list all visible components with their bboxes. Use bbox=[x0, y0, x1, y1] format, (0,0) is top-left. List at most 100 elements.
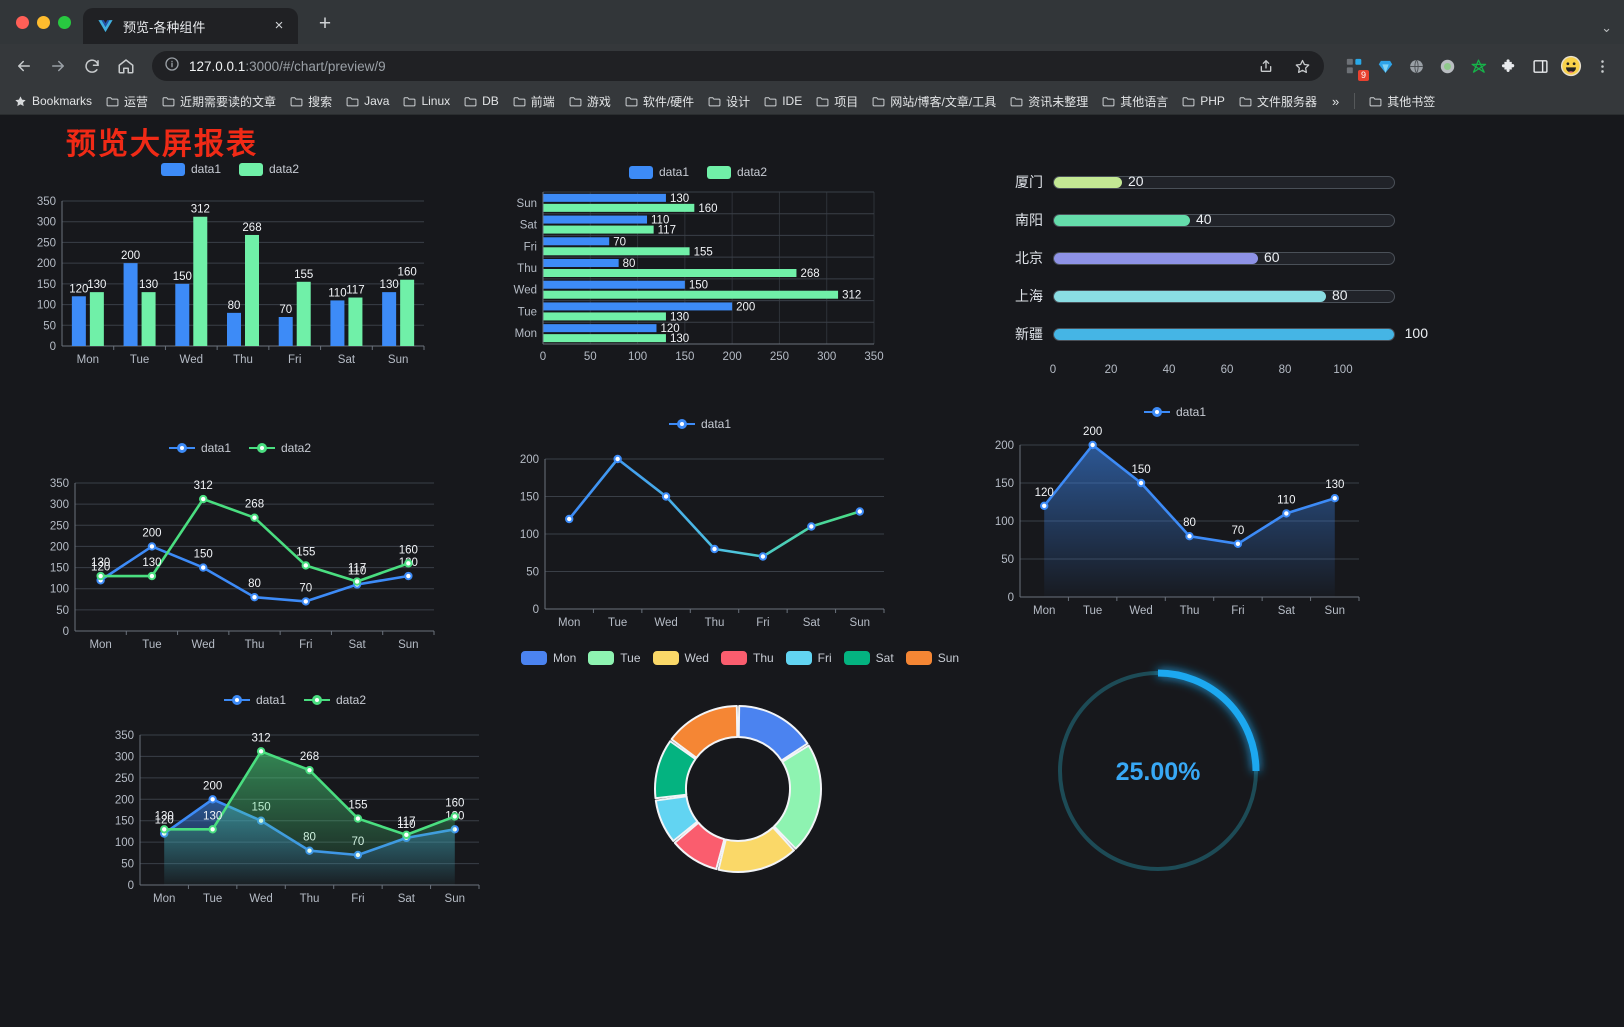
legend-item-data2[interactable]: data2 bbox=[249, 441, 311, 455]
bookmarks-overflow-button[interactable]: » bbox=[1331, 93, 1340, 109]
circle-icon[interactable] bbox=[1433, 52, 1461, 80]
progress-axis: 0 20 40 60 80 100 bbox=[1050, 364, 1353, 376]
legend-item-data1[interactable]: data1 bbox=[160, 162, 221, 176]
kebab-menu-icon[interactable] bbox=[1588, 52, 1616, 80]
svg-text:350: 350 bbox=[50, 478, 69, 490]
area-dual-plot: 0 50 100 150 200 250 300 350 Mon Tue Wed Thu Fri Sat S… bbox=[115, 730, 480, 905]
bookmark-folder[interactable]: 近期需要读的文章 bbox=[156, 91, 282, 112]
svg-text:80: 80 bbox=[228, 300, 241, 312]
bookmark-folder[interactable]: 文件服务器 bbox=[1233, 91, 1323, 112]
legend-item-mon[interactable]: Mon bbox=[520, 651, 576, 665]
bookmark-folder[interactable]: 资讯未整理 bbox=[1004, 91, 1094, 112]
bookmark-label: DB bbox=[482, 94, 499, 108]
bookmark-folder[interactable]: Java bbox=[340, 92, 395, 110]
browser-tab[interactable]: 预览-各种组件 × bbox=[83, 8, 298, 44]
legend-item-sun[interactable]: Sun bbox=[905, 651, 959, 665]
sidepanel-icon[interactable] bbox=[1526, 52, 1554, 80]
page-title: 预览大屏报表 bbox=[66, 128, 258, 161]
home-icon[interactable] bbox=[110, 50, 142, 82]
bookmark-folder[interactable]: DB bbox=[458, 92, 505, 110]
globe-icon[interactable] bbox=[1402, 52, 1430, 80]
svg-text:Wed: Wed bbox=[180, 354, 203, 366]
info-circle-icon[interactable] bbox=[164, 56, 180, 77]
legend-line-dual: data1 data2 bbox=[30, 435, 450, 461]
legend-item-data1[interactable]: data1 bbox=[1143, 405, 1206, 419]
svg-text:Thu: Thu bbox=[705, 617, 725, 629]
close-window-button[interactable] bbox=[16, 15, 29, 29]
bookmark-folder[interactable]: 其他语言 bbox=[1096, 91, 1174, 112]
new-tab-button[interactable]: + bbox=[318, 12, 332, 35]
legend-item-fri[interactable]: Fri bbox=[785, 651, 832, 665]
bookmark-folder[interactable]: 设计 bbox=[702, 91, 756, 112]
extensions-puzzle-grid-icon[interactable]: 9 bbox=[1340, 52, 1369, 81]
legend-swatch bbox=[304, 695, 330, 705]
puzzle-piece-icon[interactable] bbox=[1495, 52, 1523, 80]
other-bookmarks-folder[interactable]: 其他书签 bbox=[1363, 91, 1441, 112]
legend-label: Tue bbox=[620, 651, 641, 665]
svg-text:70: 70 bbox=[279, 304, 292, 316]
bookmark-folder[interactable]: 搜索 bbox=[284, 91, 338, 112]
svg-text:268: 268 bbox=[245, 499, 264, 511]
legend-area-dual: data1 data2 bbox=[95, 687, 495, 713]
address-bar[interactable]: 127.0.0.1:3000/#/chart/preview/9 bbox=[152, 51, 1324, 81]
profile-avatar-icon[interactable] bbox=[1557, 52, 1585, 80]
tab-list-chevron-icon[interactable]: ⌄ bbox=[1601, 20, 1612, 35]
vue-logo-icon bbox=[97, 18, 114, 35]
url-host: 127.0.0.1 bbox=[189, 58, 246, 74]
legend-item-data1[interactable]: data1 bbox=[168, 441, 231, 455]
bookmark-folder[interactable]: 游戏 bbox=[563, 91, 617, 112]
svg-text:200: 200 bbox=[50, 541, 69, 553]
svg-text:300: 300 bbox=[37, 217, 56, 229]
tab-title: 预览-各种组件 bbox=[123, 19, 206, 35]
legend-item-thu[interactable]: Thu bbox=[720, 651, 774, 665]
bookmark-folder[interactable]: PHP bbox=[1176, 92, 1231, 110]
svg-text:160: 160 bbox=[399, 544, 418, 556]
legend-line-smooth: data1 bbox=[500, 411, 900, 437]
legend-item-data1[interactable]: data1 bbox=[668, 417, 731, 431]
reload-icon[interactable] bbox=[76, 50, 108, 82]
gauge-plot: 25.00% bbox=[1058, 669, 1260, 871]
bookmark-folder[interactable]: 软件/硬件 bbox=[619, 91, 700, 112]
legend-swatch bbox=[905, 651, 932, 665]
svg-text:Mon: Mon bbox=[89, 639, 111, 651]
bookmark-folder[interactable]: 运营 bbox=[100, 91, 154, 112]
svg-text:Thu: Thu bbox=[1180, 605, 1200, 617]
legend-item-data1[interactable]: data1 bbox=[223, 693, 286, 707]
progress-row: 厦门 20 bbox=[995, 163, 1395, 201]
bookmark-folder[interactable]: IDE bbox=[758, 92, 808, 110]
legend-item-tue[interactable]: Tue bbox=[588, 651, 641, 665]
legend-swatch bbox=[652, 651, 679, 665]
diamond-icon[interactable] bbox=[1371, 52, 1399, 80]
share-icon[interactable] bbox=[1250, 50, 1282, 82]
dashboard-page: 预览大屏报表 data1 data2 0 50 100 150 200 250 300 350… bbox=[0, 115, 1624, 1027]
svg-text:120: 120 bbox=[155, 815, 174, 827]
svg-text:150: 150 bbox=[1131, 464, 1150, 476]
forward-icon[interactable] bbox=[42, 50, 74, 82]
progress-track: 40 bbox=[1053, 211, 1395, 227]
bookmark-folder[interactable]: 网站/博客/文章/工具 bbox=[866, 91, 1002, 112]
svg-text:Sat: Sat bbox=[348, 639, 366, 651]
legend-item-data2[interactable]: data2 bbox=[239, 162, 299, 176]
svg-text:80: 80 bbox=[248, 578, 261, 590]
bookmark-star-icon[interactable] bbox=[1286, 50, 1318, 82]
legend-item-sat[interactable]: Sat bbox=[843, 651, 894, 665]
bookmark-label: 搜索 bbox=[308, 94, 333, 109]
legend-swatch bbox=[239, 162, 263, 176]
bookmark-folder[interactable]: Linux bbox=[397, 92, 456, 110]
bookmark-folder[interactable]: 前端 bbox=[507, 91, 561, 112]
legend-item-data2[interactable]: data2 bbox=[707, 165, 767, 179]
progress-track: 100 bbox=[1053, 325, 1428, 341]
legend-item-data2[interactable]: data2 bbox=[304, 693, 366, 707]
maximize-window-button[interactable] bbox=[58, 15, 71, 29]
star-outline-green-icon[interactable] bbox=[1464, 52, 1492, 80]
svg-text:155: 155 bbox=[348, 800, 367, 812]
back-icon[interactable] bbox=[8, 50, 40, 82]
legend-item-wed[interactable]: Wed bbox=[652, 651, 709, 665]
bookmark-folder[interactable]: 项目 bbox=[810, 91, 864, 112]
close-tab-button[interactable]: × bbox=[274, 17, 284, 34]
legend-item-data1[interactable]: data1 bbox=[628, 165, 689, 179]
minimize-window-button[interactable] bbox=[37, 15, 50, 29]
bookmark-manager-button[interactable]: Bookmarks bbox=[8, 92, 98, 110]
progress-fill bbox=[1054, 176, 1122, 188]
bookmark-label: 其他语言 bbox=[1120, 94, 1169, 109]
